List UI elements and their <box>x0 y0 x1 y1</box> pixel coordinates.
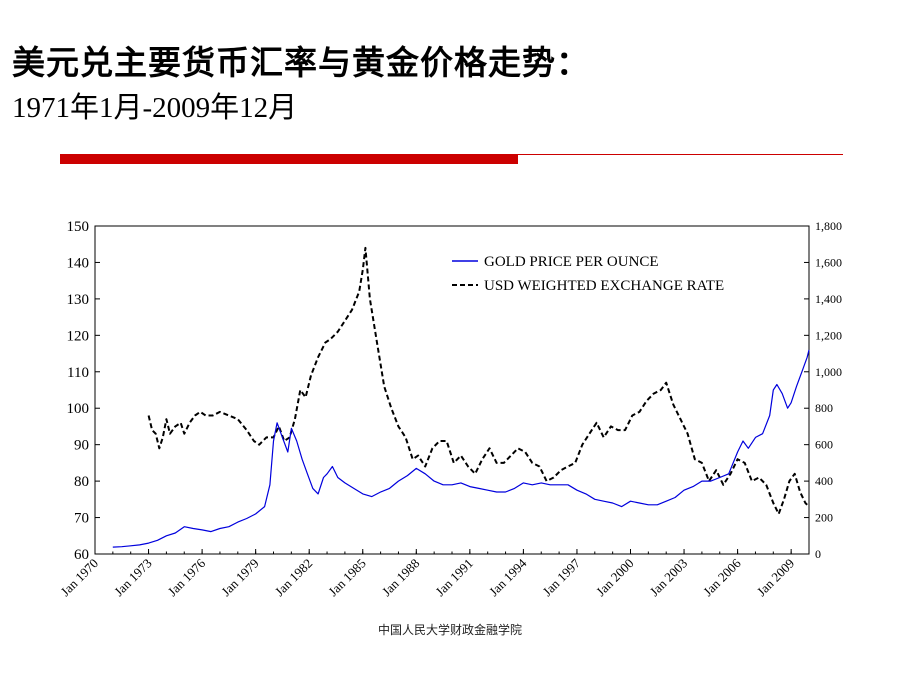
left-y-axis: 60 70 80 90 100 110 120 130 140 150 <box>67 219 100 563</box>
left-tick-label: 90 <box>74 438 89 454</box>
series-layer <box>112 246 810 548</box>
left-tick-label: 80 <box>74 474 89 490</box>
right-tick-label: 0 <box>815 547 821 561</box>
legend-usd-label: USD WEIGHTED EXCHANGE RATE <box>484 278 724 294</box>
x-tick-label: Jan 2009 <box>754 556 798 600</box>
series-gold-line <box>112 349 810 548</box>
x-tick-label: Jan 1997 <box>540 555 584 599</box>
right-tick-label: 1,200 <box>815 328 842 342</box>
plot-frame <box>94 225 810 555</box>
x-tick-label: Jan 1988 <box>379 556 423 600</box>
left-tick-label: 70 <box>74 511 89 527</box>
slide-title: 美元兑主要货币汇率与黄金价格走势： <box>12 43 590 82</box>
x-tick-label: Jan 1982 <box>272 556 316 600</box>
right-tick-label: 200 <box>815 511 833 525</box>
right-tick-label: 1,000 <box>815 365 842 379</box>
right-tick-label: 800 <box>815 401 833 415</box>
series-usd-line <box>147 246 810 515</box>
left-tick-label: 100 <box>67 401 90 417</box>
slide-subtitle: 1971年1月-2009年12月 <box>12 92 298 124</box>
left-tick-label: 60 <box>74 547 89 563</box>
x-tick-label: Jan 1985 <box>325 556 369 600</box>
left-tick-label: 110 <box>67 365 89 381</box>
x-tick-label: Jan 1994 <box>486 555 530 599</box>
right-y-axis: 0 200 400 600 800 1,000 1,200 1,400 1,600 1,800 <box>804 219 842 561</box>
x-axis: Jan 1970 Jan 1973 Jan 1976 Jan 1979 Jan 1982… <box>58 549 810 600</box>
right-tick-label: 600 <box>815 438 833 452</box>
legend-gold-label: GOLD PRICE PER OUNCE <box>484 254 659 270</box>
right-tick-label: 1,600 <box>815 255 842 269</box>
left-tick-label: 120 <box>67 328 90 344</box>
left-tick-label: 140 <box>67 255 90 271</box>
right-tick-label: 1,400 <box>815 292 842 306</box>
right-tick-label: 1,800 <box>815 219 842 233</box>
left-tick-label: 130 <box>67 292 90 308</box>
footer-institution: 中国人民大学财政金融学院 <box>377 623 522 637</box>
legend: GOLD PRICE PER OUNCE USD WEIGHTED EXCHAN… <box>452 254 724 294</box>
x-tick-label: Jan 1979 <box>218 556 262 600</box>
x-tick-label: Jan 1973 <box>111 556 155 600</box>
x-tick-label: Jan 2000 <box>593 556 637 600</box>
accent-line <box>518 154 843 155</box>
x-tick-label: Jan 2003 <box>647 556 691 600</box>
accent-bar <box>60 154 518 164</box>
x-tick-label: Jan 2006 <box>700 555 744 599</box>
left-tick-label: 150 <box>67 219 90 235</box>
x-tick-label: Jan 1976 <box>165 555 209 599</box>
x-tick-label: Jan 1991 <box>432 556 476 600</box>
right-tick-label: 400 <box>815 474 833 488</box>
